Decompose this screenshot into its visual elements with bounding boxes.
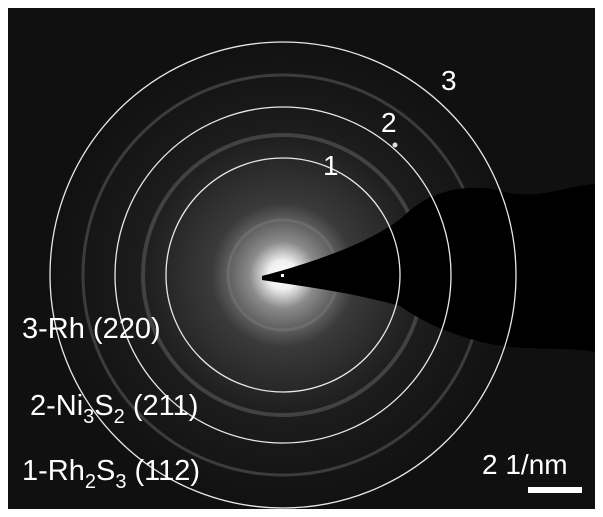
center-spot [281,274,284,277]
legend-entry: 3-Rh (220) [22,313,161,345]
scale-label: 2 1/nm [482,449,568,480]
legend-text: 2-Ni [30,390,83,422]
legend-text: 3-Rh (220) [22,313,161,345]
legend-text: 1-Rh [22,455,85,487]
legend-text: S [96,455,115,487]
subscript: 3 [115,471,126,493]
ring-label: 1 [323,150,339,181]
spot [393,143,398,148]
subscript: 3 [83,406,94,428]
subscript: 2 [114,406,125,428]
legend-text: (211) [125,390,199,422]
legend-text: S [94,390,113,422]
ring-label: 2 [381,107,397,138]
scale-bar [528,487,582,493]
ring-label: 3 [441,65,457,96]
diffraction-image: 123 3-Rh (220)2-Ni3S2 (211)1-Rh2S3 (112)… [0,0,603,517]
legend-text: (112) [126,455,200,487]
subscript: 2 [85,471,96,493]
